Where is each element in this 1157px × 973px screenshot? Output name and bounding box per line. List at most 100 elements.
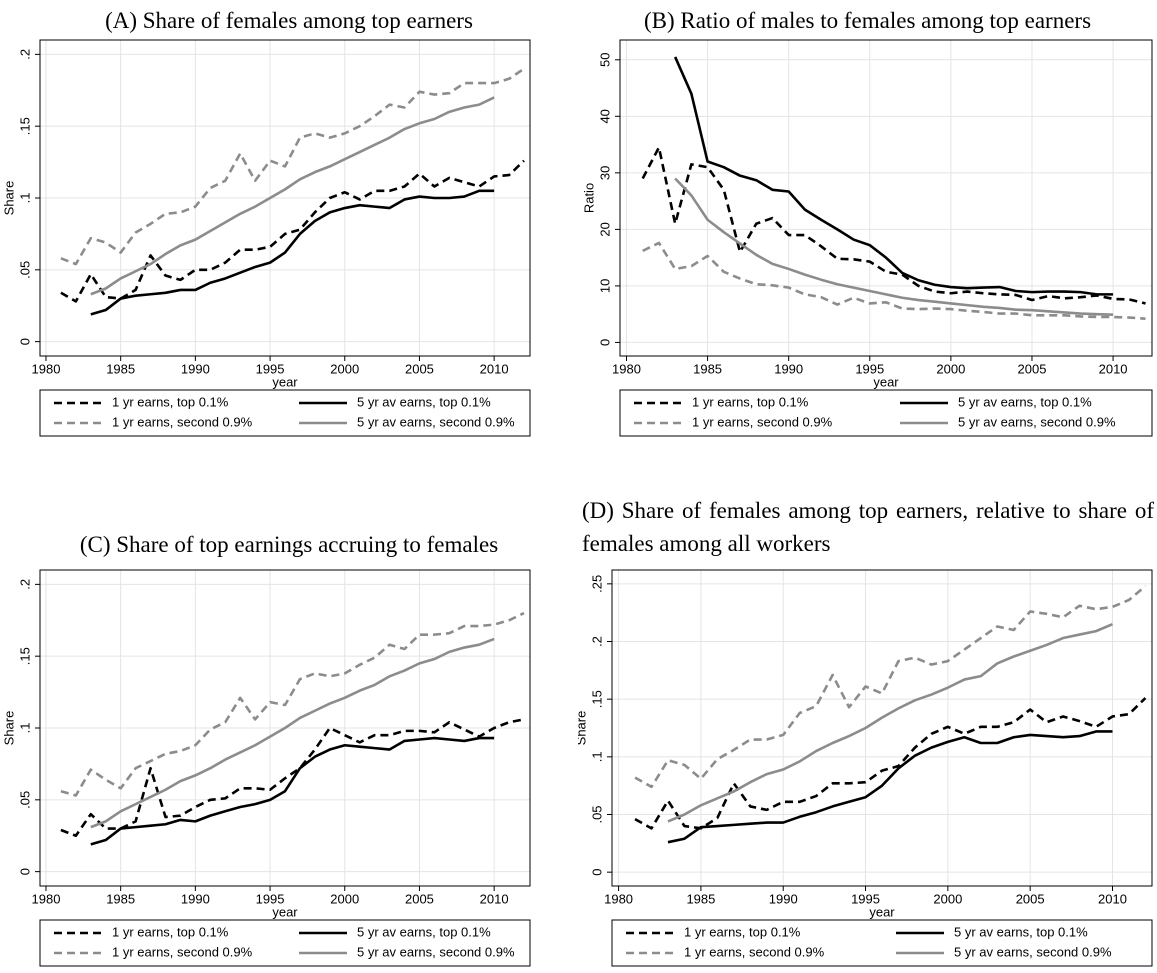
x-tick-label: 1990 [769, 891, 798, 906]
x-tick-label: 2010 [480, 891, 509, 906]
panel-a: (A) Share of females among top earners 0… [0, 0, 578, 485]
y-tick-label: .15 [17, 117, 32, 135]
x-tick-label: 1995 [256, 891, 285, 906]
panel-d: (D) Share of females among top earners, … [578, 488, 1157, 973]
y-tick-label: .1 [589, 751, 604, 762]
series-line [674, 177, 1114, 317]
y-tick-label: .2 [17, 579, 32, 590]
x-tick-label: 2010 [1098, 891, 1127, 906]
legend-label: 5 yr av earns, second 0.9% [958, 414, 1116, 429]
panel-title: (A) Share of females among top earners [105, 8, 473, 33]
panel-title: (D) Share of females among top earners, … [582, 498, 1154, 556]
legend-label: 5 yr av earns, top 0.1% [954, 924, 1088, 939]
plot-frame [39, 39, 531, 357]
series-line [634, 585, 1147, 789]
legend-label: 1 yr earns, second 0.9% [692, 414, 833, 429]
plot-frame [39, 569, 531, 887]
y-axis-title: Ratio [581, 183, 596, 213]
legend-label: 5 yr av earns, top 0.1% [357, 394, 491, 409]
x-tick-label: 1985 [693, 361, 722, 376]
x-tick-label: 1990 [181, 891, 210, 906]
panel-c: (C) Share of top earnings accruing to fe… [0, 488, 578, 973]
y-tick-label: .15 [589, 690, 604, 708]
plot-area [620, 40, 1152, 356]
series-line [90, 637, 495, 829]
legend-label: 5 yr av earns, top 0.1% [357, 924, 491, 939]
y-tick-label: .05 [17, 261, 32, 279]
x-tick-label: 2005 [405, 361, 434, 376]
legend-label: 1 yr earns, top 0.1% [112, 924, 229, 939]
x-tick-label: 2000 [933, 891, 962, 906]
series-line [90, 736, 495, 846]
y-tick-label: 30 [597, 166, 612, 180]
series-line [634, 697, 1147, 830]
y-axis-title: Share [1, 711, 16, 746]
y-axis-title: Share [1, 181, 16, 216]
y-tick-label: 0 [17, 338, 32, 345]
y-tick-label: .2 [17, 49, 32, 60]
chart: 0 .05 .1 .15 .2 .25 1980 1985 1990 1995 2000 2005 20… [578, 569, 1153, 967]
legend-box [611, 919, 1153, 967]
series-line [60, 718, 525, 838]
series-line [667, 730, 1113, 844]
x-tick-label: 1980 [612, 361, 641, 376]
chart: 0 .05 .1 .15 .2 1980 1985 1990 1995 2000 2005 2010 y… [1, 39, 531, 437]
series-line [642, 241, 1146, 320]
x-tick-label: 2005 [1016, 891, 1045, 906]
plot-area [612, 570, 1152, 886]
panel-b: (B) Ratio of males to females among top … [578, 0, 1157, 485]
x-tick-label: 1990 [774, 361, 803, 376]
legend: 1 yr earns, top 0.1% 5 yr av earns, top 0… [39, 389, 531, 437]
legend-box [39, 389, 531, 437]
series-line [667, 623, 1113, 823]
legend-label: 1 yr earns, second 0.9% [112, 414, 253, 429]
x-tick-label: 1995 [855, 361, 884, 376]
x-axis-title: year [873, 374, 899, 389]
chart: 0 .05 .1 .15 .2 1980 1985 1990 1995 2000 2005 2010 y… [1, 569, 531, 967]
y-axis-title: Share [578, 711, 588, 746]
series-line [641, 146, 1146, 305]
y-tick-label: 0 [589, 869, 604, 876]
series-line [673, 56, 1114, 296]
plot-frame [611, 569, 1153, 887]
x-tick-label: 1990 [181, 361, 210, 376]
y-tick-label: 20 [597, 222, 612, 236]
legend-label: 1 yr earns, top 0.1% [692, 394, 809, 409]
legend: 1 yr earns, top 0.1% 5 yr av earns, top 0… [611, 919, 1153, 967]
legend-box [619, 389, 1153, 437]
y-tick-label: .1 [17, 193, 32, 204]
x-tick-label: 2000 [330, 361, 359, 376]
series-line [60, 611, 525, 797]
x-tick-label: 1995 [851, 891, 880, 906]
y-tick-label: 50 [597, 53, 612, 67]
y-tick-label: 0 [17, 868, 32, 875]
x-tick-label: 2000 [936, 361, 965, 376]
x-tick-label: 2010 [1099, 361, 1128, 376]
legend-label: 5 yr av earns, second 0.9% [357, 414, 515, 429]
x-axis-title: year [869, 904, 895, 919]
x-tick-label: 2005 [1018, 361, 1047, 376]
legend-box [39, 919, 531, 967]
y-tick-label: .2 [589, 636, 604, 647]
x-tick-label: 2010 [480, 361, 509, 376]
legend-label: 5 yr av earns, second 0.9% [954, 944, 1112, 959]
legend: 1 yr earns, top 0.1% 5 yr av earns, top 0… [619, 389, 1153, 437]
x-axis-title: year [272, 904, 298, 919]
x-tick-label: 2005 [405, 891, 434, 906]
x-tick-label: 2000 [330, 891, 359, 906]
y-tick-label: .05 [589, 805, 604, 823]
x-tick-label: 1985 [106, 891, 135, 906]
series-line [90, 189, 495, 316]
x-tick-label: 1980 [32, 361, 61, 376]
x-tick-label: 1985 [686, 891, 715, 906]
y-tick-label: .1 [17, 723, 32, 734]
series-line [90, 96, 495, 296]
legend-label: 5 yr av earns, top 0.1% [958, 394, 1092, 409]
x-tick-label: 1980 [32, 891, 61, 906]
legend-label: 1 yr earns, top 0.1% [112, 394, 229, 409]
chart: 0 10 20 30 40 50 1980 1985 1990 1995 2000 2005 2010 y… [581, 39, 1153, 437]
y-tick-label: 40 [597, 109, 612, 123]
series-line [60, 159, 525, 303]
x-axis-title: year [272, 374, 298, 389]
x-tick-label: 1985 [106, 361, 135, 376]
